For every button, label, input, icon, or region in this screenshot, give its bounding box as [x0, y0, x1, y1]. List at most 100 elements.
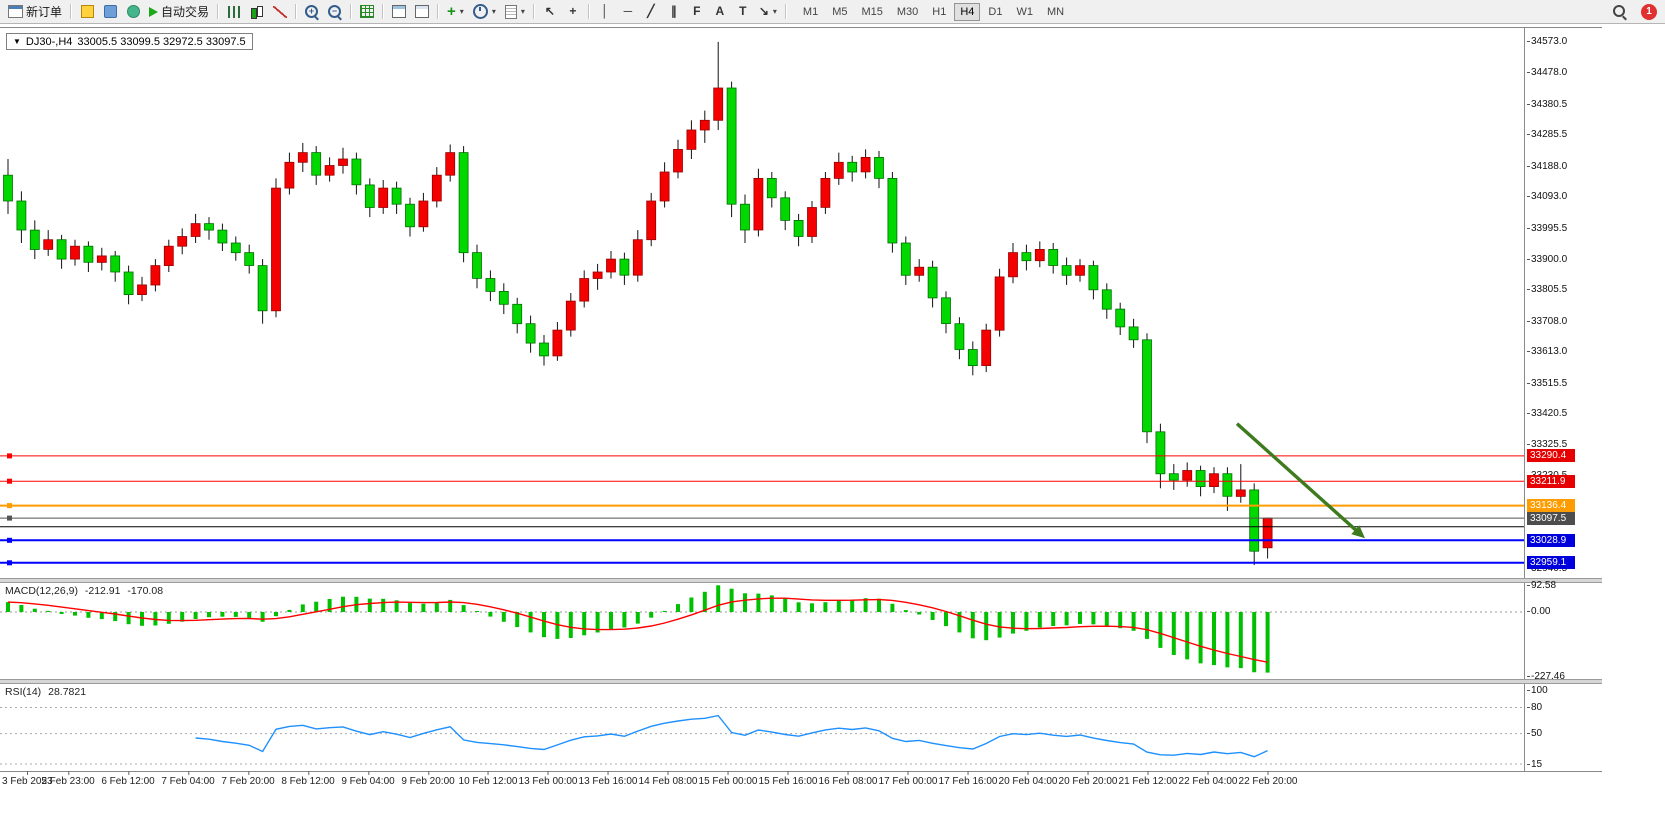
trendline-icon: ╱ [647, 4, 655, 18]
time-label: 17 Feb 00:00 [878, 771, 938, 787]
zoom-in-button[interactable] [301, 2, 323, 22]
time-label: 10 Feb 12:00 [458, 771, 518, 787]
price-line[interactable] [0, 503, 1524, 509]
time-label: 9 Feb 04:00 [341, 771, 395, 787]
price-line[interactable] [0, 478, 1524, 484]
templates-button[interactable]: ▾ [501, 2, 529, 22]
timeframe-button-h1[interactable]: H1 [926, 3, 952, 21]
metaeditor-icon [80, 5, 94, 18]
indicators-button[interactable]: + ▾ [443, 2, 468, 22]
text-icon: A [715, 4, 725, 18]
macd-main-value: -212.91 [84, 585, 121, 597]
price-chart-canvas[interactable] [0, 28, 1524, 578]
fibonacci-tool-button[interactable]: F [686, 2, 708, 22]
toolbar-separator [70, 4, 73, 19]
time-label: 16 Feb 08:00 [818, 771, 878, 787]
timeframe-toolbar: M1 M5 M15 M30 H1 H4 D1 W1 MN [797, 2, 1070, 21]
timeframe-button-w1[interactable]: W1 [1010, 3, 1039, 21]
timeframe-button-mn[interactable]: MN [1041, 3, 1070, 21]
rsi-axis[interactable]: 100 80 50 15 [1526, 684, 1604, 771]
zoom-out-button[interactable] [324, 2, 346, 22]
toolbar-separator [532, 4, 535, 19]
navigator-button[interactable] [122, 2, 144, 22]
time-label: 20 Feb 20:00 [1058, 771, 1118, 787]
time-label: 13 Feb 00:00 [518, 771, 578, 787]
price-line-badge: 33211.9 [1527, 474, 1575, 488]
periods-button[interactable]: ▾ [469, 2, 500, 22]
macd-signal-value: -170.08 [127, 585, 164, 597]
time-label: 3 Feb 2023 [2, 771, 53, 787]
clock-icon [472, 4, 488, 19]
timeframe-button-m30[interactable]: M30 [891, 3, 924, 21]
price-axis-label: 33515.5 [1526, 377, 1568, 389]
price-line[interactable] [0, 537, 1524, 543]
autotrading-button[interactable]: 自动交易 [145, 2, 213, 22]
time-label: 22 Feb 20:00 [1238, 771, 1298, 787]
macd-pane-canvas[interactable] [0, 583, 1524, 679]
chart-window: ▼ DJ30-,H4 33005.5 33099.5 32972.5 33097… [0, 24, 1665, 838]
timeframe-button-d1[interactable]: D1 [982, 3, 1008, 21]
timeframe-button-h4[interactable]: H4 [954, 2, 981, 21]
vertical-line-tool-button[interactable]: │ [594, 2, 616, 22]
auto-arrange-icon [392, 5, 407, 18]
line-chart-mode-button[interactable] [269, 2, 291, 22]
horizontal-line-icon: ─ [623, 4, 633, 18]
bar-chart-mode-button[interactable] [223, 2, 245, 22]
arrows-tool-button[interactable]: ↘ ▾ [755, 2, 781, 22]
channel-tool-button[interactable]: ∥ [663, 2, 685, 22]
new-order-button[interactable]: 新订单 [4, 2, 66, 22]
candlestick-mode-button[interactable] [246, 2, 268, 22]
price-line-badge: 32959.1 [1527, 556, 1575, 570]
auto-arrange-button[interactable] [388, 2, 410, 22]
chevron-down-icon: ▾ [772, 7, 777, 16]
time-axis[interactable]: 3 Feb 2023 5 Feb 23:00 6 Feb 12:00 7 Feb 04… [0, 771, 1602, 792]
bid-price-line[interactable] [0, 515, 1524, 521]
price-axis-label: 33325.5 [1526, 439, 1568, 451]
trend-arrow[interactable] [1235, 422, 1360, 534]
zoom-out-icon [328, 4, 342, 19]
macd-axis[interactable]: 92.58 0.00 -227.46 [1526, 580, 1604, 682]
text-label-icon: T [739, 4, 747, 18]
timeframe-button-m5[interactable]: M5 [826, 3, 853, 21]
toolbar-separator [382, 4, 385, 19]
price-line[interactable] [0, 453, 1524, 459]
time-label: 20 Feb 04:00 [998, 771, 1058, 787]
text-tool-button[interactable]: A [709, 2, 731, 22]
trendline-tool-button[interactable]: ╱ [640, 2, 662, 22]
pane-separator[interactable] [0, 679, 1602, 684]
metaeditor-button[interactable] [76, 2, 98, 22]
price-line-badge: 33136.4 [1527, 499, 1575, 513]
add-indicator-icon: + [447, 3, 456, 20]
price-line[interactable] [0, 560, 1524, 566]
symbol-dropdown-icon[interactable]: ▼ [13, 37, 21, 46]
chevron-down-icon: ▾ [491, 7, 496, 16]
price-axis-label: 33613.0 [1526, 346, 1568, 358]
main-toolbar: 新订单 自动交易 + ▾ ▾ ▾ [0, 0, 1665, 24]
rsi-line [195, 714, 1268, 758]
timeframe-button-m1[interactable]: M1 [797, 3, 824, 21]
time-label: 17 Feb 16:00 [938, 771, 998, 787]
crosshair-tool-button[interactable]: + [562, 2, 584, 22]
rsi-pane-canvas[interactable] [0, 684, 1524, 771]
search-button[interactable] [1609, 2, 1631, 22]
cursor-tool-button[interactable]: ↖ [539, 2, 561, 22]
candlestick-icon [250, 5, 264, 19]
macd-indicator-label: MACD(12,26,9) -212.91 -170.08 [5, 585, 167, 597]
price-axis-separator [1524, 27, 1525, 772]
text-label-tool-button[interactable]: T [732, 2, 754, 22]
time-label: 7 Feb 04:00 [161, 771, 215, 787]
price-axis[interactable]: 34573.0 34478.0 34380.5 34285.5 34188.0 34093… [1526, 28, 1604, 578]
market-watch-button[interactable] [99, 2, 121, 22]
chevron-down-icon: ▾ [520, 7, 525, 16]
tile-windows-button[interactable] [356, 2, 378, 22]
toolbar-separator [350, 4, 353, 19]
rsi-axis-label: 15 [1526, 758, 1543, 770]
price-line-badge: 33028.9 [1527, 533, 1575, 547]
timeframe-button-m15[interactable]: M15 [855, 3, 888, 21]
notification-badge[interactable]: 1 [1641, 3, 1657, 20]
pane-separator[interactable] [0, 578, 1602, 583]
chart-shift-button[interactable] [411, 2, 433, 22]
price-axis-label: 34478.0 [1526, 67, 1568, 79]
horizontal-line-tool-button[interactable]: ─ [617, 2, 639, 22]
